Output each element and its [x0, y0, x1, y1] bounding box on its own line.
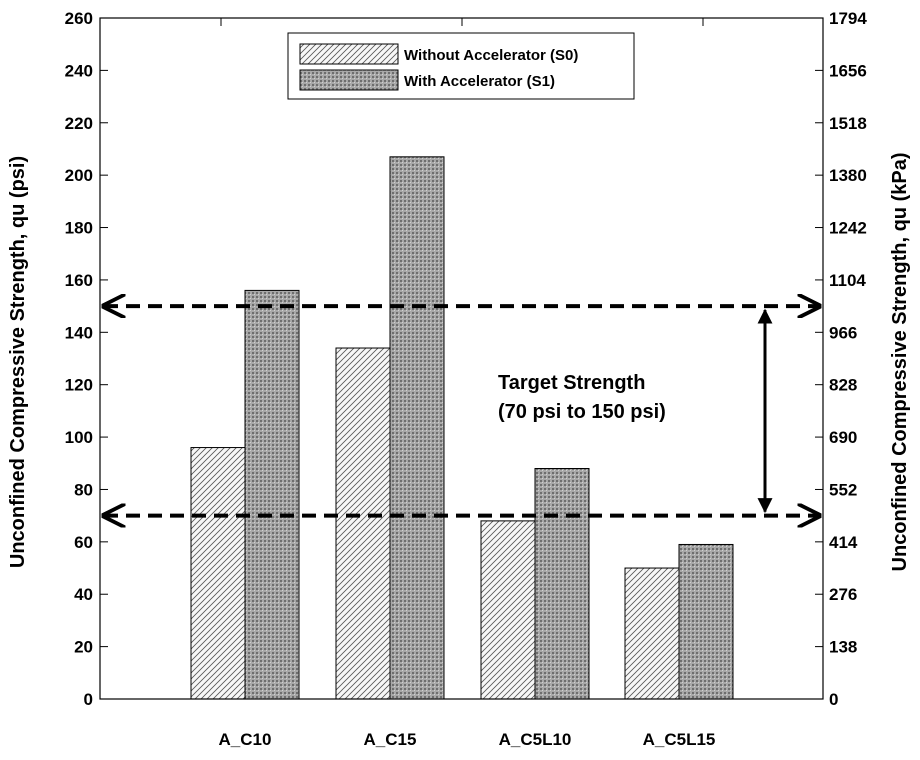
left-tick-label: 220 — [65, 114, 93, 133]
left-tick-label: 120 — [65, 376, 93, 395]
bar-a-c10-s1 — [244, 289, 300, 700]
target-strength-annotation: Target Strength (70 psi to 150 psi) — [498, 372, 666, 423]
right-tick-label: 1380 — [829, 166, 867, 185]
bar-a-c5l10-s1 — [534, 468, 590, 700]
left-tick-label: 180 — [65, 219, 93, 238]
left-tick-label: 240 — [65, 61, 93, 80]
y-axis-title-left: Unconfined Compressive Strength, qu (psi… — [7, 156, 29, 568]
right-tick-label: 138 — [829, 638, 857, 657]
left-tick-label: 260 — [65, 9, 93, 28]
left-tick-label: 200 — [65, 166, 93, 185]
left-axis: 0 20 40 60 80 100 120 140 160 180 200 220 240 260 — [65, 9, 108, 709]
right-tick-label: 1794 — [829, 9, 867, 28]
legend-swatch-s1 — [299, 69, 399, 91]
right-tick-label: 690 — [829, 428, 857, 447]
reference-lines-group — [104, 306, 819, 516]
left-tick-label: 80 — [74, 480, 93, 499]
y-axis-title-right: Unconfined Compressive Strength, qu (kPa… — [889, 153, 911, 572]
category-label: A_C10 — [219, 730, 272, 749]
left-tick-label: 60 — [74, 533, 93, 552]
left-tick-label: 0 — [84, 690, 93, 709]
category-label: A_C15 — [364, 730, 417, 749]
right-tick-label: 0 — [829, 690, 838, 709]
annotation-line-2: (70 psi to 150 psi) — [498, 401, 666, 423]
right-axis: 0 138 276 414 552 690 828 966 1104 1242 1380 1518 16… — [815, 9, 867, 709]
right-tick-label: 966 — [829, 323, 857, 342]
legend-label-s1: With Accelerator (S1) — [404, 73, 555, 90]
legend: Without Accelerator (S0) With Accelerato… — [287, 32, 635, 100]
bars-group — [190, 156, 734, 700]
category-label: A_C5L15 — [643, 730, 716, 749]
right-tick-label: 1104 — [829, 271, 866, 290]
right-tick-label: 1242 — [829, 219, 867, 238]
bar-a-c15-s1 — [389, 156, 445, 700]
left-tick-label: 140 — [65, 323, 93, 342]
right-tick-label: 1656 — [829, 61, 867, 80]
left-tick-label: 160 — [65, 271, 93, 290]
bar-a-c5l15-s1 — [678, 543, 734, 700]
right-tick-label: 552 — [829, 480, 857, 499]
bar-a-c10-s0 — [190, 447, 246, 700]
legend-label-s0: Without Accelerator (S0) — [404, 47, 578, 64]
right-tick-label: 828 — [829, 376, 857, 395]
left-tick-label: 40 — [74, 585, 93, 604]
annotation-line-1: Target Strength — [498, 372, 645, 394]
category-label: A_C5L10 — [499, 730, 572, 749]
bar-a-c5l10-s0 — [480, 520, 536, 700]
right-tick-label: 414 — [829, 533, 858, 552]
plot-frame — [99, 17, 824, 700]
bar-a-c15-s0 — [335, 347, 391, 700]
legend-swatch-s0 — [299, 43, 399, 65]
left-tick-label: 20 — [74, 638, 93, 657]
right-tick-label: 276 — [829, 585, 857, 604]
bar-a-c5l15-s0 — [624, 567, 680, 700]
right-tick-label: 1518 — [829, 114, 867, 133]
left-tick-label: 100 — [65, 428, 93, 447]
x-axis: A_C10 A_C15 A_C5L10 A_C5L15 — [219, 730, 716, 749]
